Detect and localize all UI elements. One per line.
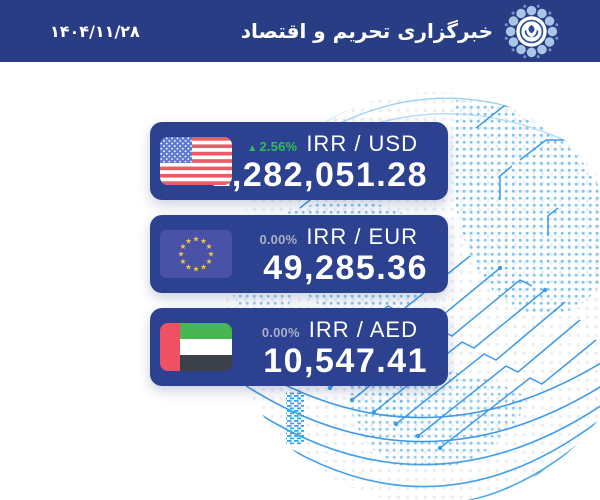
rate-card-eur[interactable]: 0.00% IRR / EUR 49,285.36 ★ ★ ★ ★ ★ ★ ★ ★ ★ ★ ★… [150, 215, 448, 293]
rate-value: 49,285.36 [263, 249, 428, 287]
change-badge: 0.00% [259, 232, 298, 247]
rate-card-aed-texts: 0.00% IRR / AED 10,547.41 [150, 308, 448, 386]
rate-value: 1,282,051.28 [211, 156, 428, 194]
rate-card-eur-texts: 0.00% IRR / EUR 49,285.36 [150, 215, 448, 293]
svg-text:★: ★ [185, 237, 192, 246]
svg-text:★: ★ [180, 257, 187, 266]
rate-value: 10,547.41 [263, 342, 428, 380]
svg-text:★: ★ [200, 237, 207, 246]
svg-text:★: ★ [180, 242, 187, 251]
change-badge: ▲ 2.56% [247, 139, 298, 154]
change-badge: 0.00% [261, 325, 300, 340]
svg-text:★: ★ [208, 250, 215, 259]
svg-text:★: ★ [193, 235, 200, 244]
rate-card-usd-texts: ▲ 2.56% IRR / USD 1,282,051.28 [150, 122, 448, 200]
agency-brand: خبرگزاری تحریم و اقتصاد [241, 0, 560, 62]
app-header: ۱۴۰۴/۱۱/۲۸ خبرگزاری تحریم و اقتصاد [0, 0, 600, 62]
header-date: ۱۴۰۴/۱۱/۲۸ [50, 21, 140, 41]
svg-text:★: ★ [185, 263, 192, 272]
svg-text:★: ★ [206, 242, 213, 251]
rate-card-aed[interactable]: 0.00% IRR / AED 10,547.41 [150, 308, 448, 386]
eu-flag-icon: ★ ★★ ★★★ ★★★ ★★★ [160, 230, 232, 278]
currency-pair-label: IRR / EUR [306, 224, 418, 249]
up-arrow-icon: ▲ [247, 143, 258, 154]
agency-title: خبرگزاری تحریم و اقتصاد [240, 19, 493, 43]
currency-pair-label: IRR / AED [308, 317, 418, 342]
svg-text:★: ★ [178, 250, 185, 259]
us-flag-icon [160, 137, 232, 185]
svg-text:★: ★ [200, 263, 207, 272]
agency-logo-icon [504, 4, 559, 58]
currency-pair-label: IRR / USD [306, 131, 418, 156]
rate-card-usd[interactable]: ▲ 2.56% IRR / USD 1,282,051.28 [150, 122, 448, 200]
svg-text:★: ★ [193, 265, 200, 274]
ae-flag-icon [160, 323, 232, 371]
svg-text:★: ★ [206, 257, 213, 266]
